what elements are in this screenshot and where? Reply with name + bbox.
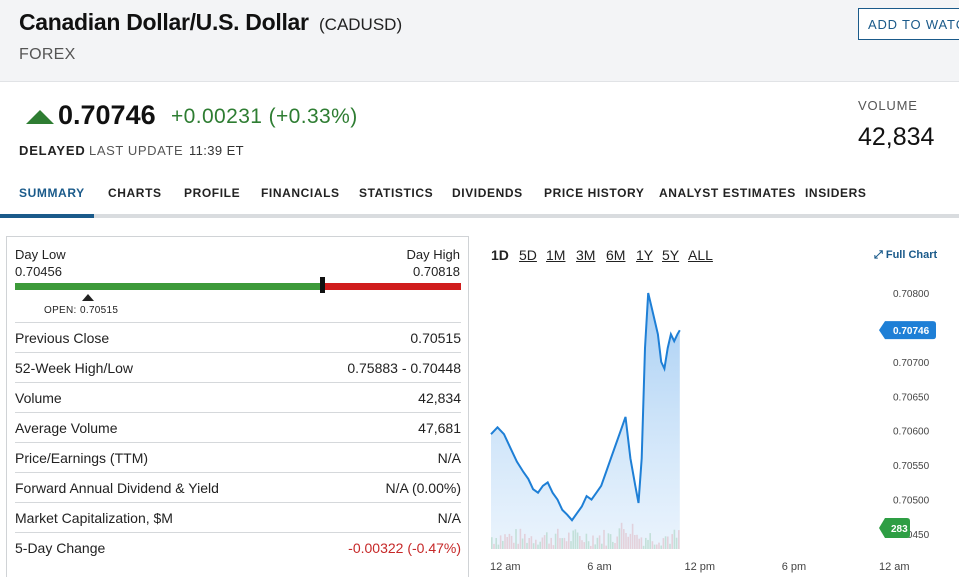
delayed-badge: DELAYED bbox=[19, 143, 86, 158]
last-update-time: 11:39 ET bbox=[189, 143, 244, 158]
nav-tabs: SUMMARY CHARTS PROFILE FINANCIALS STATIS… bbox=[0, 174, 959, 218]
y-tick-label: 0.70550 bbox=[893, 461, 930, 472]
day-high-label: Day High bbox=[406, 247, 460, 262]
stat-value: N/A bbox=[437, 450, 461, 466]
page-title: Canadian Dollar/U.S. Dollar bbox=[19, 9, 309, 35]
stat-label: Market Capitalization, $M bbox=[15, 510, 173, 526]
last-price: 0.70746 bbox=[58, 100, 156, 130]
last-update-label: LAST UPDATE bbox=[89, 143, 184, 158]
volume-value: 42,834 bbox=[858, 123, 935, 151]
y-tick-label: 0.70650 bbox=[893, 392, 930, 403]
open-label: OPEN: bbox=[44, 305, 77, 316]
tab-financials[interactable]: FINANCIALS bbox=[261, 186, 340, 200]
day-high-value: 0.70818 bbox=[413, 264, 460, 279]
current-price-tag-shape bbox=[879, 321, 936, 340]
stat-label: Forward Annual Dividend & Yield bbox=[15, 480, 219, 496]
price-area bbox=[491, 293, 680, 549]
expand-icon: ⤢ bbox=[874, 249, 886, 261]
stat-label: Previous Close bbox=[15, 330, 110, 346]
full-chart-link[interactable]: ⤢ Full Chart bbox=[874, 249, 937, 262]
tab-dividends[interactable]: DIVIDENDS bbox=[452, 186, 523, 200]
volume-badge-shape bbox=[879, 518, 910, 538]
range-5d-button[interactable]: 5D bbox=[519, 247, 537, 263]
stat-row-volume: Volume 42,834 bbox=[15, 382, 461, 412]
volume-label: VOLUME bbox=[858, 98, 918, 113]
current-price-tag: 0.70746 bbox=[879, 321, 936, 340]
instrument-category: FOREX bbox=[19, 46, 76, 63]
y-tick-label: 0.70500 bbox=[893, 496, 930, 507]
day-range-bar-low bbox=[15, 283, 322, 290]
stat-row-dividend: Forward Annual Dividend & Yield N/A (0.0… bbox=[15, 472, 461, 502]
ticker-symbol: (CADUSD) bbox=[319, 15, 403, 34]
open-value: 0.70515 bbox=[80, 305, 119, 316]
stat-value: 0.75883 - 0.70448 bbox=[347, 360, 461, 376]
stat-value: 42,834 bbox=[418, 390, 461, 406]
price-line bbox=[490, 292, 681, 522]
stat-label: Volume bbox=[15, 390, 62, 406]
tab-insiders[interactable]: INSIDERS bbox=[805, 186, 867, 200]
stat-row-52-week: 52-Week High/Low 0.75883 - 0.70448 bbox=[15, 352, 461, 382]
stat-label: 5-Day Change bbox=[15, 540, 106, 556]
stat-row-previous-close: Previous Close 0.70515 bbox=[15, 322, 461, 352]
tab-summary[interactable]: SUMMARY bbox=[19, 186, 85, 200]
stat-label: Price/Earnings (TTM) bbox=[15, 450, 149, 466]
y-tick-label: 0.70450 bbox=[893, 530, 930, 541]
day-range-bar-high bbox=[322, 283, 461, 290]
day-low-value: 0.70456 bbox=[15, 264, 62, 279]
range-1y-button[interactable]: 1Y bbox=[636, 247, 654, 263]
up-arrow-icon bbox=[26, 110, 54, 124]
header: Canadian Dollar/U.S. Dollar (CADUSD) FOR… bbox=[0, 0, 959, 82]
y-tick-label: 0.70700 bbox=[893, 358, 930, 369]
stat-value: -0.00322 (-0.47%) bbox=[348, 540, 461, 556]
x-tick-label: 6 pm bbox=[782, 561, 806, 573]
stat-value: 47,681 bbox=[418, 420, 461, 436]
active-tab-indicator bbox=[0, 214, 94, 218]
open-marker-icon bbox=[82, 294, 94, 301]
range-3m-button[interactable]: 3M bbox=[576, 247, 596, 263]
add-to-watchlist-button[interactable]: ADD TO WATCHLIST bbox=[858, 8, 959, 40]
tab-price-history[interactable]: PRICE HISTORY bbox=[544, 186, 645, 200]
tab-analyst-estimates[interactable]: ANALYST ESTIMATES bbox=[659, 186, 796, 200]
current-price-marker bbox=[320, 277, 325, 293]
current-price-tag-text: 0.70746 bbox=[893, 326, 930, 337]
price-change: +0.00231 (+0.33%) bbox=[171, 105, 358, 128]
stat-row-average-volume: Average Volume 47,681 bbox=[15, 412, 461, 442]
stat-label: 52-Week High/Low bbox=[15, 360, 134, 376]
x-axis: 12 am 6 am 12 pm 6 pm 12 am bbox=[490, 561, 910, 573]
summary-panel bbox=[6, 236, 469, 577]
tab-charts[interactable]: CHARTS bbox=[108, 186, 162, 200]
range-5y-button[interactable]: 5Y bbox=[662, 247, 680, 263]
y-tick-label: 0.70600 bbox=[893, 427, 930, 438]
day-low-label: Day Low bbox=[15, 247, 66, 262]
volume-badge-text: 283 bbox=[891, 524, 908, 535]
stat-value: N/A bbox=[437, 510, 461, 526]
range-all-button[interactable]: ALL bbox=[688, 247, 713, 263]
y-tick-label: 0.70800 bbox=[893, 289, 930, 300]
x-tick-label: 12 am bbox=[879, 561, 910, 573]
stat-row-5-day-change: 5-Day Change -0.00322 (-0.47%) bbox=[15, 532, 461, 562]
volume-badge: 283 bbox=[879, 518, 910, 538]
tab-statistics[interactable]: STATISTICS bbox=[359, 186, 434, 200]
stat-value: N/A (0.00%) bbox=[385, 480, 461, 496]
stat-label: Average Volume bbox=[15, 420, 118, 436]
x-tick-label: 12 am bbox=[490, 561, 521, 573]
price-chart[interactable]: 0.708000.707500.707000.706500.706000.705… bbox=[485, 280, 945, 577]
tab-profile[interactable]: PROFILE bbox=[184, 186, 241, 200]
range-1d-button[interactable]: 1D bbox=[491, 247, 509, 263]
x-tick-label: 6 am bbox=[587, 561, 611, 573]
x-tick-label: 12 pm bbox=[685, 561, 716, 573]
stat-row-pe: Price/Earnings (TTM) N/A bbox=[15, 442, 461, 472]
range-6m-button[interactable]: 6M bbox=[606, 247, 626, 263]
full-chart-label: Full Chart bbox=[885, 249, 938, 261]
stat-value: 0.70515 bbox=[410, 330, 461, 346]
range-1m-button[interactable]: 1M bbox=[546, 247, 566, 263]
stat-row-market-cap: Market Capitalization, $M N/A bbox=[15, 502, 461, 532]
